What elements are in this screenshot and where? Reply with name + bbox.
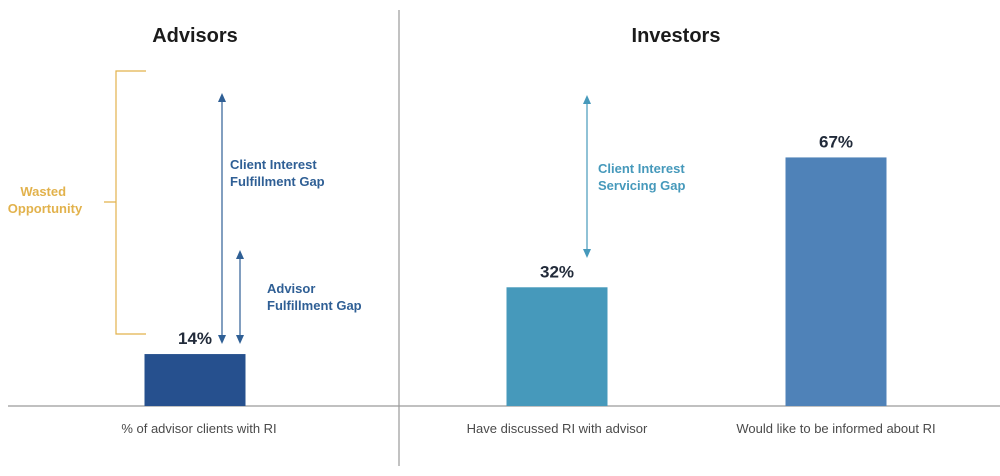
client-interest-servicing-gap-label: Client Interest Servicing Gap [598, 161, 688, 193]
category-label-advisor-clients-with-ri: % of advisor clients with RI [121, 421, 276, 436]
investors-panel-title: Investors [632, 25, 721, 47]
advisor-fulfillment-gap-arrow [236, 250, 244, 344]
client-interest-servicing-gap-arrow [583, 95, 591, 258]
advisor-fulfillment-gap-label: Advisor Fulfillment Gap [267, 281, 362, 313]
client-interest-fulfillment-gap-arrow [218, 93, 226, 344]
bar-discussed-ri-with-advisor [506, 287, 608, 406]
bar-value-label-like-to-be-informed: 67% [819, 132, 853, 151]
wasted-opportunity-label: Wasted Opportunity [8, 184, 83, 216]
category-label-like-to-be-informed: Would like to be informed about RI [736, 421, 935, 436]
category-label-discussed-ri: Have discussed RI with advisor [467, 421, 648, 436]
advisors-panel-title: Advisors [152, 25, 238, 47]
wasted-opportunity-bracket [104, 70, 146, 335]
bar-advisor-clients-with-ri [144, 354, 246, 406]
bar-value-label-discussed-ri: 32% [540, 262, 574, 281]
bar-like-to-be-informed-about-ri [785, 157, 887, 406]
bar-value-label-advisor-clients-with-ri: 14% [178, 329, 212, 348]
client-interest-fulfillment-gap-label: Client Interest Fulfillment Gap [230, 157, 325, 189]
